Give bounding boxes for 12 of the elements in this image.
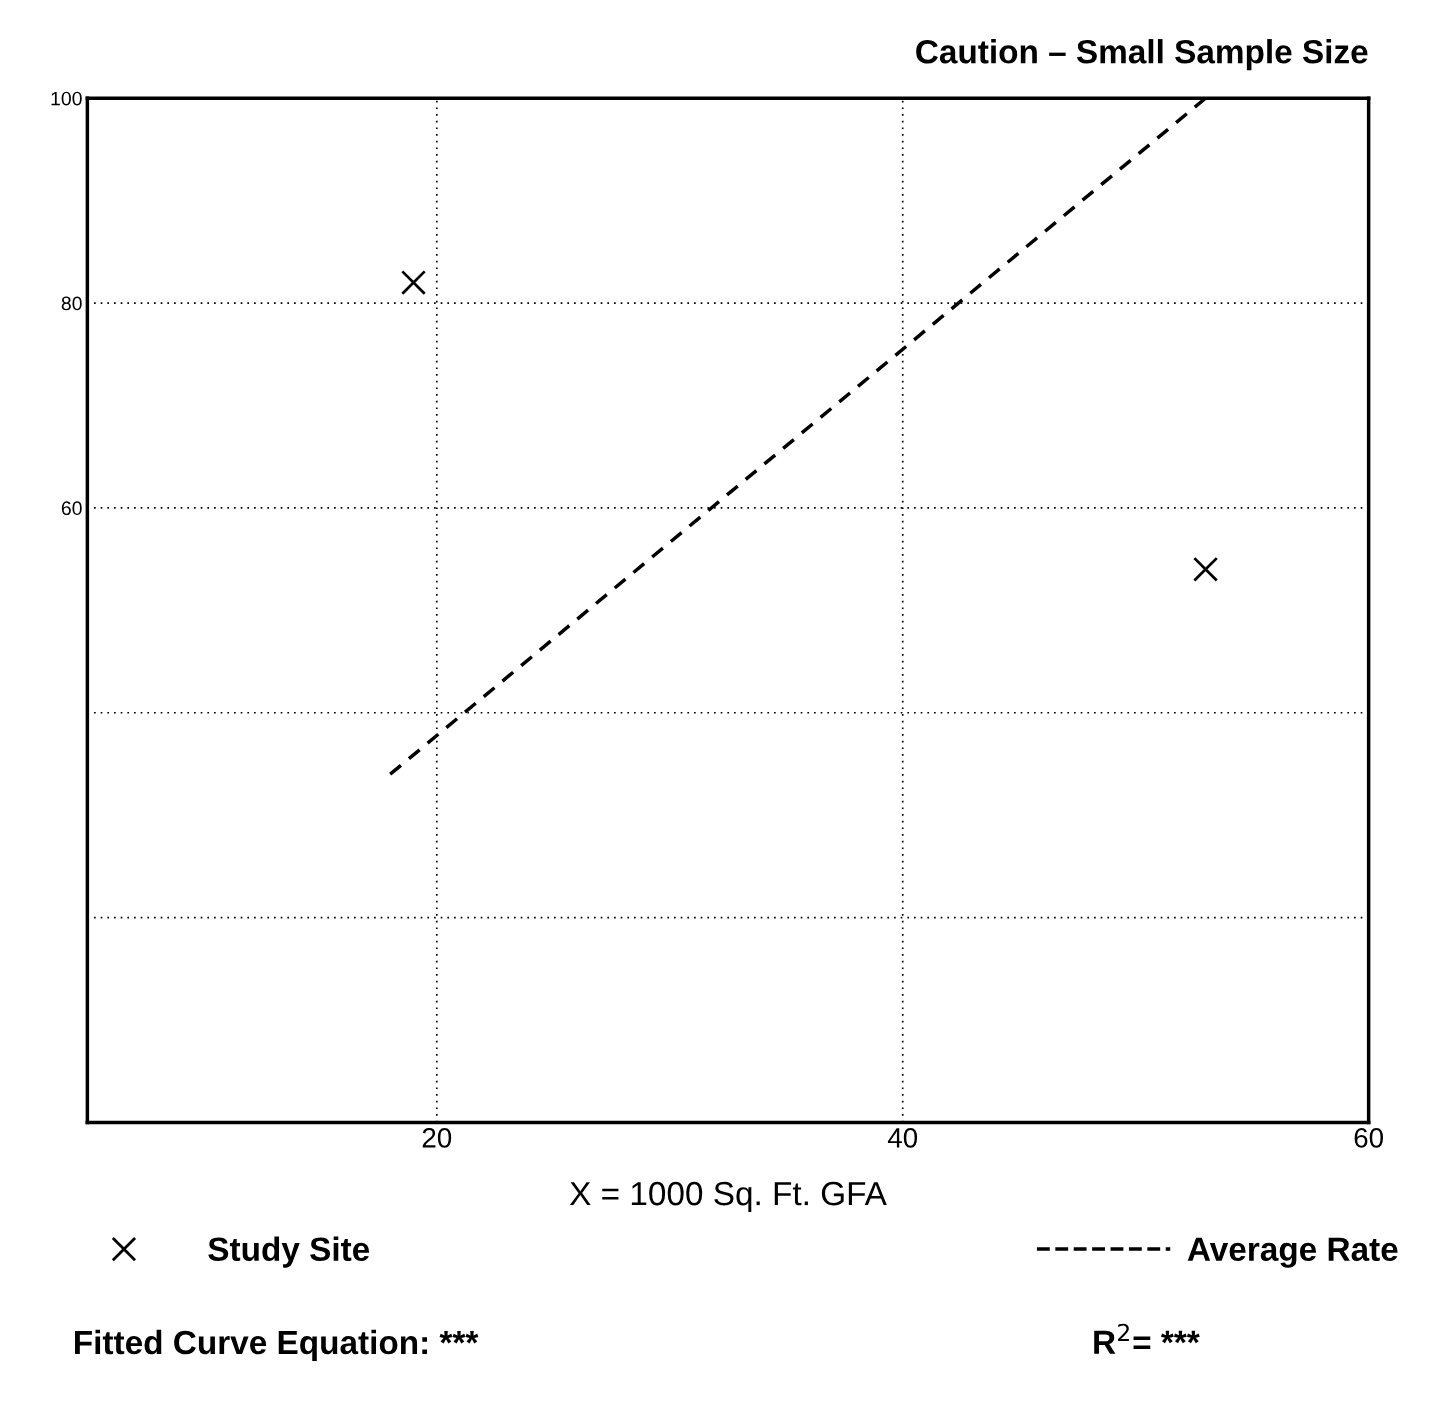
y-tick-label: 60 <box>61 501 82 516</box>
x-tick-label: 60 <box>1354 1127 1383 1148</box>
text: R$^{2}$= *** <box>1094 1323 1200 1354</box>
x-tick-label: 20 <box>422 1127 452 1148</box>
legend-label: Study Site <box>208 1236 370 1268</box>
y-tick-label: 80 <box>61 296 82 311</box>
x-axis-title: X = 1000 Sq. Ft. GFA <box>569 1181 887 1213</box>
x-tick-label: 40 <box>887 1127 918 1148</box>
y-tick-label: 100 <box>51 91 82 106</box>
text: Caution – Small Sample Size <box>916 39 1368 71</box>
text: Fitted Curve Equation: *** <box>75 1329 479 1361</box>
legend-label: Average Rate <box>1187 1237 1398 1268</box>
